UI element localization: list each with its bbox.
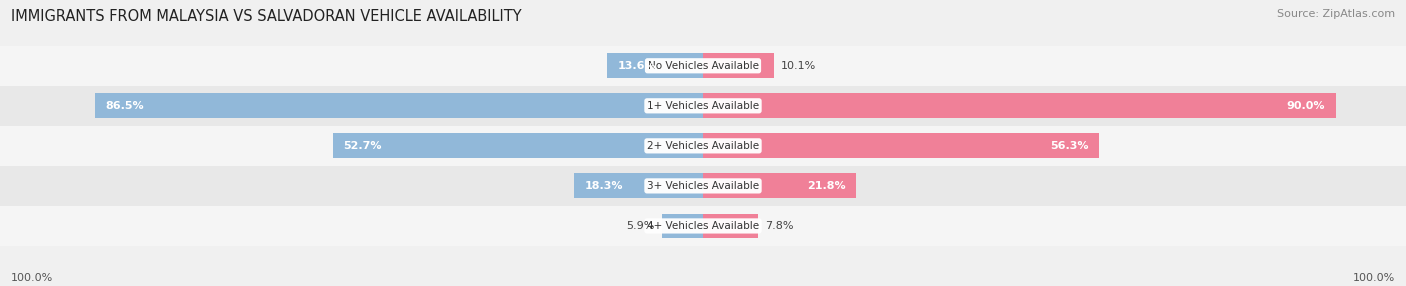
FancyBboxPatch shape — [703, 53, 775, 78]
Text: 100.0%: 100.0% — [1353, 273, 1395, 283]
Text: 18.3%: 18.3% — [585, 181, 623, 191]
Text: 13.6%: 13.6% — [619, 61, 657, 71]
Bar — [0, 166, 1406, 206]
FancyBboxPatch shape — [703, 174, 856, 198]
FancyBboxPatch shape — [662, 214, 703, 238]
Text: 100.0%: 100.0% — [11, 273, 53, 283]
FancyBboxPatch shape — [607, 53, 703, 78]
Bar — [0, 46, 1406, 86]
Text: 90.0%: 90.0% — [1286, 101, 1324, 111]
Text: 1+ Vehicles Available: 1+ Vehicles Available — [647, 101, 759, 111]
Text: 7.8%: 7.8% — [765, 221, 793, 231]
Text: 4+ Vehicles Available: 4+ Vehicles Available — [647, 221, 759, 231]
Text: 56.3%: 56.3% — [1050, 141, 1088, 151]
Text: 3+ Vehicles Available: 3+ Vehicles Available — [647, 181, 759, 191]
FancyBboxPatch shape — [703, 214, 758, 238]
FancyBboxPatch shape — [96, 94, 703, 118]
Text: 2+ Vehicles Available: 2+ Vehicles Available — [647, 141, 759, 151]
Bar — [0, 126, 1406, 166]
Text: 10.1%: 10.1% — [782, 61, 817, 71]
FancyBboxPatch shape — [703, 134, 1099, 158]
Text: No Vehicles Available: No Vehicles Available — [648, 61, 758, 71]
FancyBboxPatch shape — [333, 134, 703, 158]
FancyBboxPatch shape — [575, 174, 703, 198]
Bar — [0, 206, 1406, 246]
Text: 5.9%: 5.9% — [626, 221, 654, 231]
Text: 52.7%: 52.7% — [343, 141, 381, 151]
Text: Source: ZipAtlas.com: Source: ZipAtlas.com — [1277, 9, 1395, 19]
Text: 21.8%: 21.8% — [807, 181, 846, 191]
Bar — [0, 86, 1406, 126]
FancyBboxPatch shape — [703, 94, 1336, 118]
Text: IMMIGRANTS FROM MALAYSIA VS SALVADORAN VEHICLE AVAILABILITY: IMMIGRANTS FROM MALAYSIA VS SALVADORAN V… — [11, 9, 522, 23]
Text: 86.5%: 86.5% — [105, 101, 143, 111]
